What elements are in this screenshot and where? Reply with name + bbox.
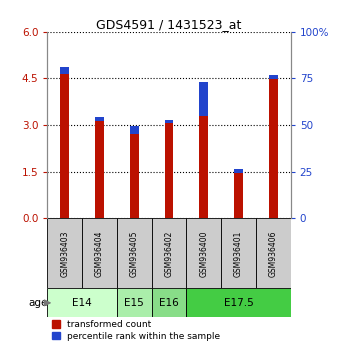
Bar (130, 126, 139, 134)
Bar (234, 169, 243, 218)
Text: GSM936403: GSM936403 (60, 230, 69, 276)
Bar (47, 288, 117, 318)
Text: GSM936404: GSM936404 (95, 230, 104, 276)
Bar (95, 117, 104, 121)
Bar (47, 218, 82, 288)
Bar (82, 218, 117, 288)
Legend: transformed count, percentile rank within the sample: transformed count, percentile rank withi… (48, 317, 224, 344)
Text: E15: E15 (124, 298, 144, 308)
Text: GSM936400: GSM936400 (199, 230, 208, 276)
Text: GSM936401: GSM936401 (234, 230, 243, 276)
Text: E14: E14 (72, 298, 92, 308)
Bar (186, 288, 291, 318)
Bar (117, 218, 152, 288)
Text: GSM936405: GSM936405 (130, 230, 139, 276)
Bar (199, 81, 208, 218)
Bar (165, 120, 173, 123)
Text: age: age (28, 298, 47, 308)
Bar (61, 67, 69, 74)
Text: E17.5: E17.5 (224, 298, 254, 308)
Bar (61, 67, 69, 218)
Bar (186, 218, 221, 288)
Bar (165, 120, 173, 218)
Bar (269, 75, 277, 218)
Bar (95, 117, 104, 218)
Bar (256, 218, 291, 288)
Bar (130, 126, 139, 218)
Title: GDS4591 / 1431523_at: GDS4591 / 1431523_at (96, 18, 242, 31)
Bar (234, 169, 243, 173)
Text: GSM936402: GSM936402 (165, 230, 173, 276)
Bar (152, 288, 186, 318)
Bar (269, 75, 277, 79)
Bar (199, 81, 208, 116)
Text: GSM936406: GSM936406 (269, 230, 278, 276)
Bar (117, 288, 152, 318)
Text: E16: E16 (159, 298, 179, 308)
Bar (152, 218, 186, 288)
Bar (221, 218, 256, 288)
